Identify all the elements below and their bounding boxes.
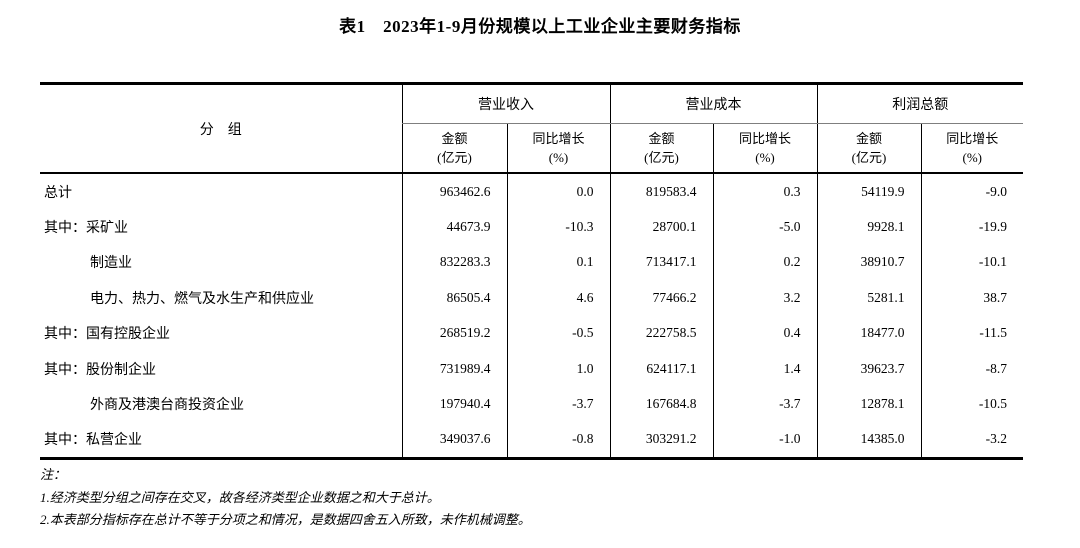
profit-amount: 12878.1 [816, 386, 921, 422]
footnote-2: 2.本表部分指标存在总计不等于分项之和情况，是数据四舍五入所致，未作机械调整。 [40, 512, 531, 528]
cost-amount: 222758.5 [609, 315, 713, 351]
header-profit-growth: 同比增长 (%) [920, 123, 1023, 174]
header-cost-amount: 金额 (亿元) [609, 123, 713, 174]
revenue-amount: 731989.4 [401, 350, 507, 387]
revenue-amount: 349037.6 [401, 421, 507, 459]
cost-growth: -3.7 [712, 386, 817, 422]
growth-unit: (%) [548, 150, 569, 165]
cost-amount: 819583.4 [609, 173, 713, 210]
cost-growth: 0.2 [712, 244, 817, 281]
profit-amount: 54119.9 [816, 173, 921, 210]
cost-growth: 3.2 [712, 280, 817, 316]
cost-amount: 77466.2 [609, 280, 713, 316]
row-label: 电力、热力、燃气及水生产和供应业 [90, 291, 314, 307]
cost-growth: 1.4 [712, 350, 817, 387]
amount-label: 金额 [648, 131, 675, 146]
revenue-growth: -3.7 [506, 386, 610, 422]
table-row-mining: 其中：采矿业 44673.9 -10.3 28700.1 -5.0 9928.1… [40, 209, 1023, 245]
cost-amount: 167684.8 [609, 386, 713, 422]
revenue-amount: 832283.3 [401, 244, 507, 281]
revenue-amount: 268519.2 [401, 315, 507, 351]
profit-growth: -8.7 [920, 350, 1023, 387]
header-revenue: 营业收入 [401, 83, 610, 124]
footnotes: 注： 1.经济类型分组之间存在交叉，故各经济类型企业数据之和大于总计。 2.本表… [40, 464, 1080, 532]
row-label: 其中：国有控股企业 [44, 327, 170, 343]
header-group-column: 分 组 [40, 83, 402, 174]
cost-amount: 28700.1 [609, 209, 713, 245]
growth-label: 同比增长 [946, 131, 999, 146]
profit-amount: 39623.7 [816, 350, 921, 387]
profit-growth: -10.5 [920, 386, 1023, 422]
amount-unit: (亿元) [851, 150, 887, 165]
amount-label: 金额 [855, 131, 882, 146]
row-label: 制造业 [90, 256, 132, 272]
financial-indicators-table: 分 组 营业收入 营业成本 利润总额 金额 (亿元) 同比增长 (%) 金额 (… [40, 82, 1023, 461]
cost-growth: -5.0 [712, 209, 817, 245]
revenue-growth: 0.0 [506, 173, 610, 210]
header-sub-row: 金额 (亿元) 同比增长 (%) 金额 (亿元) 同比增长 (%) 金额 (亿元… [40, 123, 1023, 174]
profit-growth: -19.9 [920, 209, 1023, 245]
header-group-row: 分 组 营业收入 营业成本 利润总额 [40, 83, 1023, 174]
footnote-1: 1.经济类型分组之间存在交叉，故各经济类型企业数据之和大于总计。 [40, 489, 440, 505]
growth-label: 同比增长 [738, 131, 791, 146]
header-profit-amount: 金额 (亿元) [816, 123, 921, 174]
row-label: 其中：采矿业 [44, 221, 128, 237]
revenue-growth: 0.1 [506, 244, 610, 281]
amount-unit: (亿元) [644, 150, 679, 165]
table-row-utilities: 电力、热力、燃气及水生产和供应业 86505.4 4.6 77466.2 3.2… [40, 280, 1023, 316]
revenue-growth: -0.5 [506, 315, 610, 351]
revenue-amount: 197940.4 [401, 386, 507, 422]
revenue-growth: 4.6 [506, 280, 610, 316]
header-revenue-growth: 同比增长 (%) [506, 123, 610, 174]
revenue-amount: 86505.4 [401, 280, 507, 316]
header-profit: 利润总额 [816, 83, 1023, 124]
amount-label: 金额 [441, 131, 468, 146]
cost-growth: -1.0 [712, 421, 817, 459]
revenue-growth: -10.3 [506, 209, 610, 245]
row-label: 外商及港澳台商投资企业 [90, 398, 244, 414]
profit-growth: -3.2 [920, 421, 1023, 459]
table-row-state-holding: 其中：国有控股企业 268519.2 -0.5 222758.5 0.4 184… [40, 315, 1023, 351]
profit-amount: 14385.0 [816, 421, 921, 459]
profit-growth: -11.5 [920, 315, 1023, 351]
page-title: 表1 2023年1-9月份规模以上工业企业主要财务指标 [339, 17, 741, 36]
profit-growth: -10.1 [920, 244, 1023, 281]
growth-unit: (%) [755, 150, 775, 165]
header-cost-growth: 同比增长 (%) [712, 123, 817, 174]
profit-amount: 5281.1 [816, 280, 921, 316]
table-row-private: 其中：私营企业 349037.6 -0.8 303291.2 -1.0 1438… [40, 421, 1023, 459]
amount-unit: (亿元) [437, 150, 472, 165]
table-row-manufacturing: 制造业 832283.3 0.1 713417.1 0.2 38910.7 -1… [40, 244, 1023, 281]
profit-amount: 18477.0 [816, 315, 921, 351]
header-cost: 营业成本 [609, 83, 817, 124]
row-label: 其中：股份制企业 [44, 362, 156, 378]
growth-unit: (%) [962, 150, 983, 165]
revenue-amount: 44673.9 [401, 209, 507, 245]
table-row-foreign-invested: 外商及港澳台商投资企业 197940.4 -3.7 167684.8 -3.7 … [40, 386, 1023, 422]
row-label: 其中：私营企业 [44, 433, 142, 449]
footnote-heading: 注： [40, 467, 67, 483]
cost-amount: 303291.2 [609, 421, 713, 459]
revenue-amount: 963462.6 [401, 173, 507, 210]
profit-amount: 9928.1 [816, 209, 921, 245]
header-revenue-amount: 金额 (亿元) [401, 123, 507, 174]
revenue-growth: -0.8 [506, 421, 610, 459]
table-row-shareholding: 其中：股份制企业 731989.4 1.0 624117.1 1.4 39623… [40, 350, 1023, 387]
cost-amount: 624117.1 [609, 350, 713, 387]
growth-label: 同比增长 [532, 131, 585, 146]
profit-growth: -9.0 [920, 173, 1023, 210]
table-row-total: 总计 963462.6 0.0 819583.4 0.3 54119.9 -9.… [40, 173, 1023, 210]
revenue-growth: 1.0 [506, 350, 610, 387]
cost-growth: 0.4 [712, 315, 817, 351]
profit-amount: 38910.7 [816, 244, 921, 281]
row-label: 总计 [44, 185, 72, 201]
profit-growth: 38.7 [920, 280, 1023, 316]
cost-amount: 713417.1 [609, 244, 713, 281]
cost-growth: 0.3 [712, 173, 817, 210]
